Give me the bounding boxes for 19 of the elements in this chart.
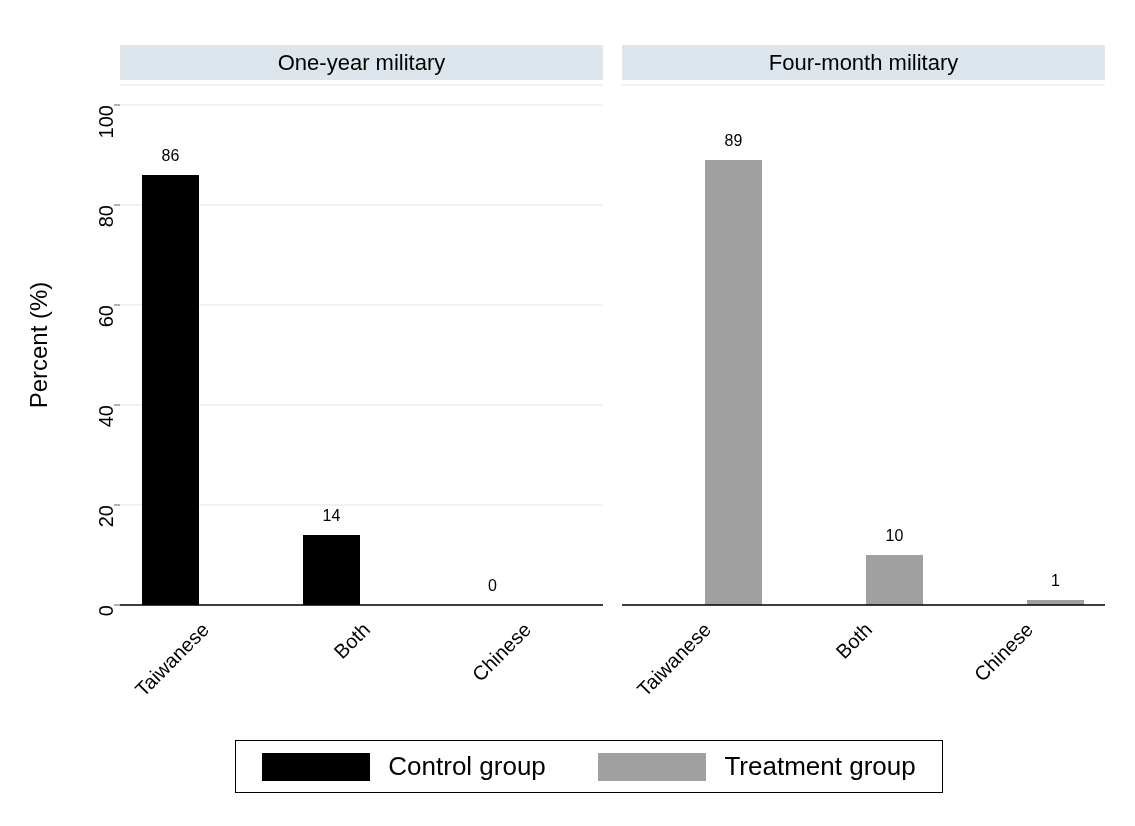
y-tick-label: 20 bbox=[95, 505, 118, 528]
y-tick-label: 40 bbox=[95, 405, 118, 428]
data-label: 0 bbox=[488, 577, 498, 594]
chart-title: Four-month military bbox=[768, 49, 959, 76]
y-tick-label: 100 bbox=[95, 105, 118, 139]
data-label: 14 bbox=[322, 507, 341, 524]
y-tick-label: 60 bbox=[95, 305, 118, 328]
data-label: 10 bbox=[885, 527, 904, 544]
data-label: 86 bbox=[161, 147, 180, 164]
y-tick-label: 80 bbox=[95, 205, 118, 228]
data-label: 1 bbox=[1051, 572, 1061, 589]
legend-label: Treatment group bbox=[724, 751, 916, 782]
data-label: 89 bbox=[724, 132, 743, 149]
x-tick-label: Both bbox=[329, 618, 375, 663]
chart-title: One-year military bbox=[277, 49, 446, 76]
y-tick-label: 0 bbox=[95, 605, 118, 617]
y-axis-title: Percent (%) bbox=[24, 281, 52, 409]
x-tick-label: Both bbox=[831, 618, 877, 663]
legend-label: Control group bbox=[388, 751, 546, 782]
